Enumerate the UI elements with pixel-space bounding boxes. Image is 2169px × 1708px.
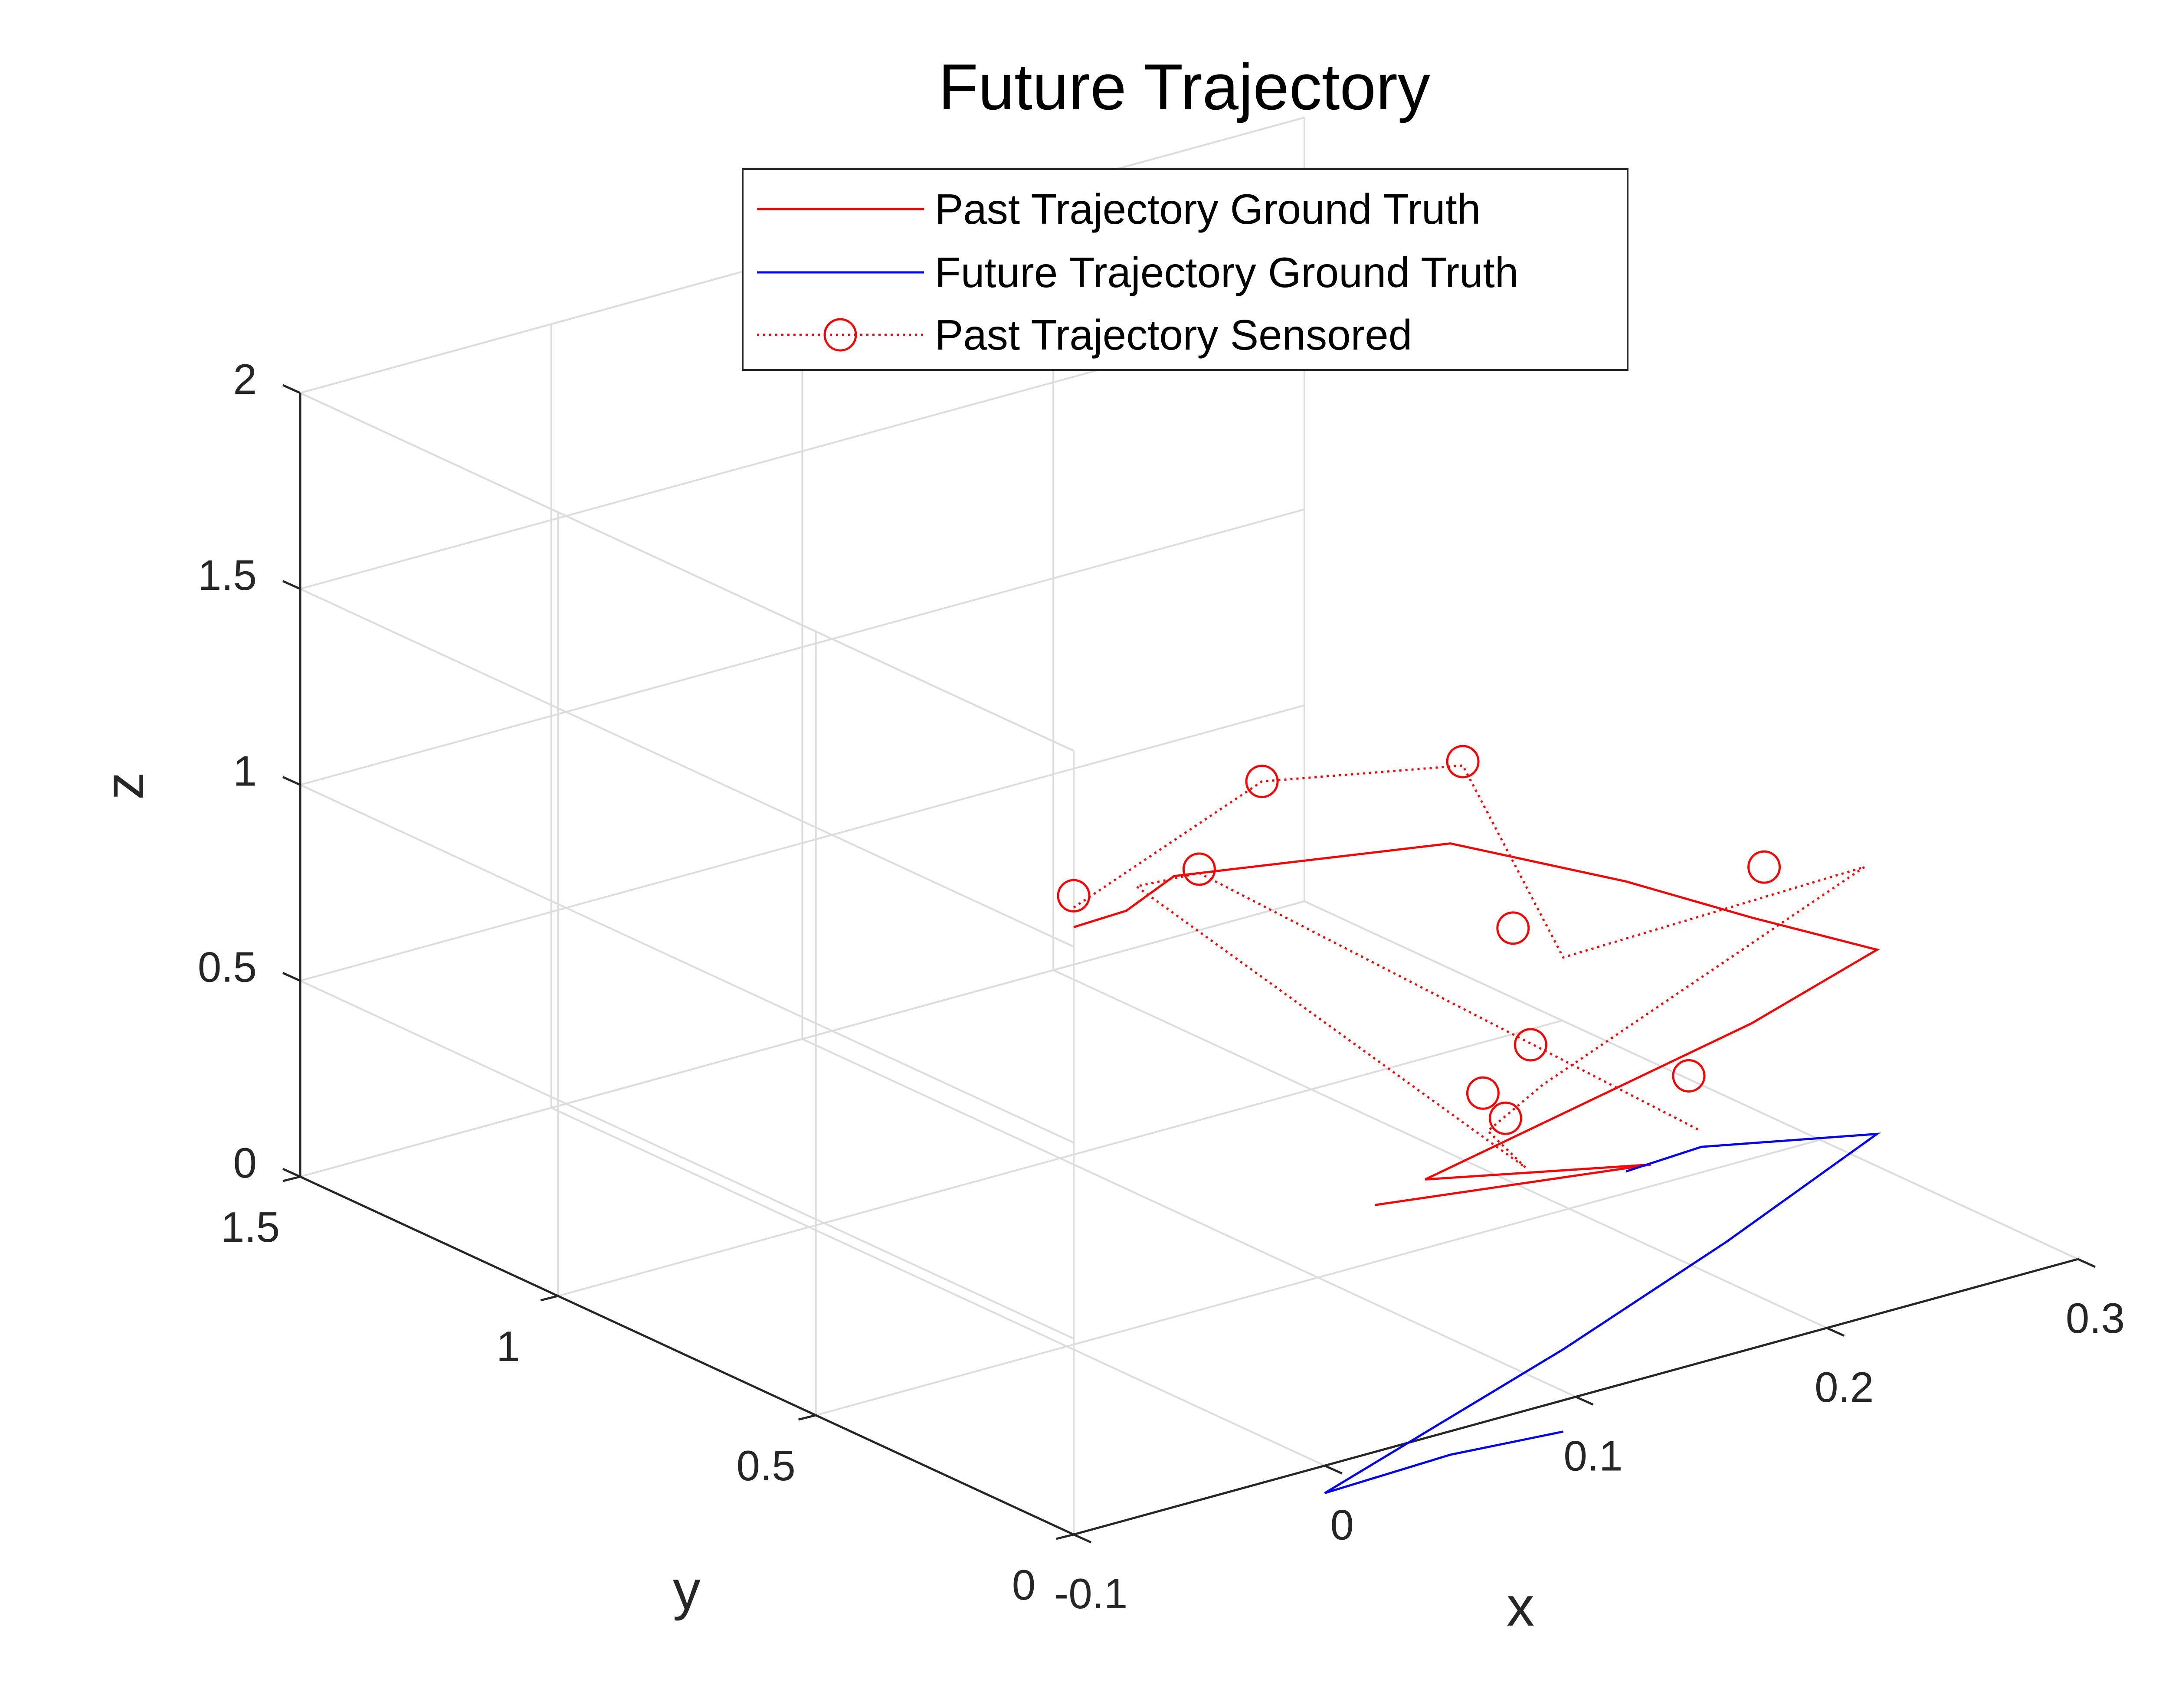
x-tick-label: 0.2 xyxy=(1815,1363,1874,1411)
x-tick-label: -0.1 xyxy=(1055,1570,1128,1617)
z-tick xyxy=(282,580,301,590)
z-tick-label: 2 xyxy=(233,355,257,403)
grid-line xyxy=(300,704,1305,982)
grid-line xyxy=(300,980,1074,1340)
grid-line xyxy=(550,1107,1325,1467)
z-tick xyxy=(282,1168,301,1178)
y-tick xyxy=(282,1175,301,1182)
legend-box xyxy=(742,168,1628,371)
grid-line xyxy=(300,900,1305,1178)
z-tick-label: 0.5 xyxy=(198,943,257,991)
y-tick-label: 1 xyxy=(496,1322,520,1370)
y-tick xyxy=(540,1295,558,1302)
chart-title: Future Trajectory xyxy=(938,50,1430,123)
grid-line xyxy=(300,784,1074,1144)
series-line-0 xyxy=(1073,842,1880,1206)
grid-line xyxy=(1053,969,1828,1329)
legend-label-past-sensored: Past Trajectory Sensored xyxy=(935,311,1412,359)
x-tick xyxy=(1073,1533,1092,1544)
x-tick-label: 0 xyxy=(1330,1501,1354,1548)
legend-label-future-ground-truth: Future Trajectory Ground Truth xyxy=(935,249,1518,296)
grid-line xyxy=(300,508,1305,786)
x-tick-label: 0.1 xyxy=(1563,1432,1622,1480)
z-axis-label: z xyxy=(93,772,155,800)
box-edge xyxy=(300,392,1074,752)
y-tick-label: 0.5 xyxy=(737,1442,796,1489)
grid-line xyxy=(557,1020,1563,1297)
grid-line xyxy=(816,1139,1821,1416)
box-edge xyxy=(1304,900,2078,1260)
legend: Past Trajectory Ground Truth Future Traj… xyxy=(742,168,1628,371)
x-tick xyxy=(2077,1258,2096,1268)
legend-entry-past-sensored: Past Trajectory Sensored xyxy=(757,311,1412,359)
x-tick xyxy=(1575,1396,1594,1406)
y-tick xyxy=(1056,1533,1074,1540)
y-axis-line xyxy=(299,1175,1075,1536)
x-axis-label: x xyxy=(1507,1576,1534,1638)
series-marker xyxy=(1057,879,1091,913)
series-marker xyxy=(1245,765,1279,798)
z-tick xyxy=(282,972,301,982)
data-series xyxy=(1057,745,1881,1494)
series-marker xyxy=(1446,745,1480,779)
z-tick xyxy=(282,776,301,786)
y-tick-label: 1.5 xyxy=(221,1203,280,1251)
x-tick xyxy=(1826,1327,1845,1337)
series-marker xyxy=(1488,1101,1522,1135)
tick-labels: -0.1 0 0.1 0.2 0.3 0 0.5 1 1.5 0 0.5 1 1.5 2 xyxy=(198,355,2125,1617)
grid-line xyxy=(802,1038,1576,1398)
series-marker xyxy=(1672,1059,1706,1093)
grid-line xyxy=(300,588,1074,948)
axes xyxy=(282,384,2096,1544)
legend-label-past-ground-truth: Past Trajectory Ground Truth xyxy=(935,185,1481,233)
legend-marker-past-sensored xyxy=(823,318,857,352)
series-marker xyxy=(1747,850,1781,884)
z-tick-label: 1 xyxy=(233,747,257,795)
series-marker xyxy=(1496,911,1530,945)
x-tick-label: 0.3 xyxy=(2066,1294,2125,1342)
z-tick xyxy=(282,384,301,394)
series-marker xyxy=(1466,1076,1500,1110)
series-line-1 xyxy=(1324,1132,1881,1494)
x-tick xyxy=(1324,1464,1343,1475)
z-tick-label: 1.5 xyxy=(198,551,257,599)
series-marker xyxy=(1514,1028,1547,1062)
y-tick xyxy=(798,1414,816,1421)
y-tick-label: 0 xyxy=(1012,1561,1036,1609)
legend-entry-past-ground-truth: Past Trajectory Ground Truth xyxy=(757,185,1481,233)
series-marker xyxy=(1182,852,1216,886)
z-tick-label: 0 xyxy=(233,1139,257,1187)
legend-entry-future-ground-truth: Future Trajectory Ground Truth xyxy=(757,249,1518,296)
y-axis-label: y xyxy=(673,1559,701,1621)
